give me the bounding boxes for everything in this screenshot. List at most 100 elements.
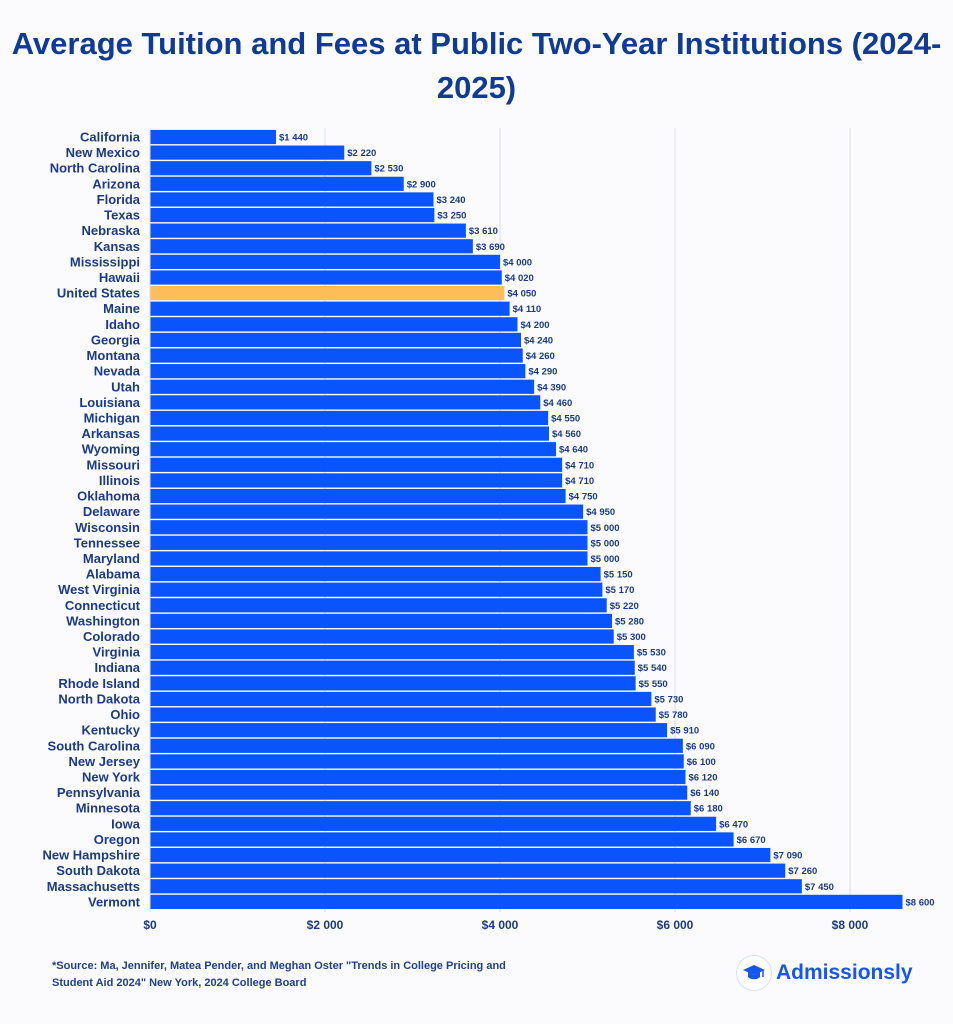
bar [150, 348, 523, 363]
category-label: Colorado [83, 629, 140, 644]
bar [150, 239, 473, 254]
chart-title: Average Tuition and Fees at Public Two-Y… [11, 26, 942, 105]
bar [150, 395, 541, 410]
category-label: Maine [103, 301, 140, 316]
bar [150, 894, 903, 909]
bar [150, 832, 734, 847]
bar [150, 816, 717, 831]
data-label: $2 530 [374, 164, 403, 175]
category-label: New York [82, 770, 141, 785]
data-label: $4 640 [559, 445, 588, 456]
bar [150, 660, 635, 675]
brand-name: Admissionsly [776, 961, 913, 984]
category-label: Kansas [94, 239, 140, 254]
data-label: $5 300 [617, 632, 646, 643]
data-label: $5 280 [615, 616, 644, 627]
data-label: $5 910 [670, 726, 699, 737]
bar [150, 254, 500, 269]
category-label: Maryland [83, 551, 140, 566]
category-label: Michigan [84, 410, 140, 425]
bar [150, 379, 535, 394]
data-label: $2 220 [347, 148, 376, 159]
category-label: Virginia [93, 645, 141, 660]
bar [150, 645, 634, 660]
category-label: Florida [97, 192, 141, 207]
category-label: Missouri [87, 457, 140, 472]
bar-chart: $0 $2 000 $4 000 $6 000 $8 000 California $1 4… [42, 128, 935, 932]
data-label: $4 050 [507, 289, 536, 300]
category-label: Rhode Island [58, 676, 140, 691]
data-label: $4 260 [526, 351, 555, 362]
category-label: Indiana [94, 660, 140, 675]
data-label: $3 240 [437, 195, 466, 206]
data-label: $6 470 [719, 819, 748, 830]
category-label: Hawaii [99, 270, 140, 285]
bar [150, 879, 802, 894]
data-label: $1 440 [279, 133, 308, 144]
data-label: $4 560 [552, 429, 581, 440]
category-label: South Carolina [48, 738, 141, 753]
category-label: New Jersey [68, 754, 140, 769]
category-label: Delaware [83, 504, 140, 519]
bar [150, 207, 435, 223]
category-label: Tennessee [74, 535, 140, 550]
category-label: New Mexico [66, 145, 140, 160]
category-label: Nebraska [81, 223, 140, 238]
bar [150, 192, 434, 207]
bar [150, 551, 588, 566]
bar [150, 613, 612, 629]
category-label: Mississippi [70, 254, 140, 269]
data-label: $6 140 [690, 788, 719, 799]
bar [150, 723, 668, 738]
bar [150, 488, 566, 504]
bar [150, 442, 556, 457]
category-label: Ohio [110, 707, 140, 722]
bar [150, 286, 505, 301]
bar [150, 847, 771, 863]
x-tick-label: $0 [143, 918, 157, 932]
bar [150, 582, 603, 597]
data-label: $4 200 [521, 320, 550, 331]
bar [150, 676, 636, 691]
data-label: $4 000 [503, 257, 532, 268]
category-label: Washington [66, 613, 140, 628]
data-label: $6 090 [686, 741, 715, 752]
bar [150, 629, 614, 644]
data-label: $4 460 [543, 398, 572, 409]
category-label: Iowa [111, 816, 141, 831]
category-label: United States [57, 286, 140, 301]
data-label: $7 260 [788, 866, 817, 877]
data-label: $4 750 [569, 492, 598, 503]
category-label: Texas [104, 208, 140, 223]
data-label: $5 000 [591, 538, 620, 549]
category-label: Georgia [91, 332, 141, 347]
data-label: $3 610 [469, 226, 498, 237]
category-label: Oklahoma [77, 489, 141, 504]
category-label: Nevada [94, 364, 141, 379]
data-label: $4 240 [524, 335, 553, 346]
data-label: $5 220 [610, 601, 639, 612]
bar [150, 270, 502, 285]
data-label: $5 540 [638, 663, 667, 674]
category-label: Montana [87, 348, 141, 363]
bar [150, 332, 521, 348]
bar [150, 129, 276, 145]
bar [150, 863, 786, 878]
data-label: $4 710 [565, 476, 594, 487]
bar [150, 145, 345, 160]
data-label: $5 000 [591, 523, 620, 534]
data-label: $4 550 [551, 413, 580, 424]
category-label: Arizona [92, 176, 140, 191]
bar [150, 223, 466, 238]
category-label: Arkansas [81, 426, 140, 441]
data-label: $5 780 [659, 710, 688, 721]
data-label: $7 090 [773, 851, 802, 862]
bar [150, 691, 652, 707]
category-label: Minnesota [76, 801, 141, 816]
category-label: Alabama [86, 567, 141, 582]
data-label: $4 710 [565, 460, 594, 471]
data-label: $5 550 [639, 679, 668, 690]
bar [150, 473, 563, 488]
category-label: Oregon [94, 832, 140, 847]
